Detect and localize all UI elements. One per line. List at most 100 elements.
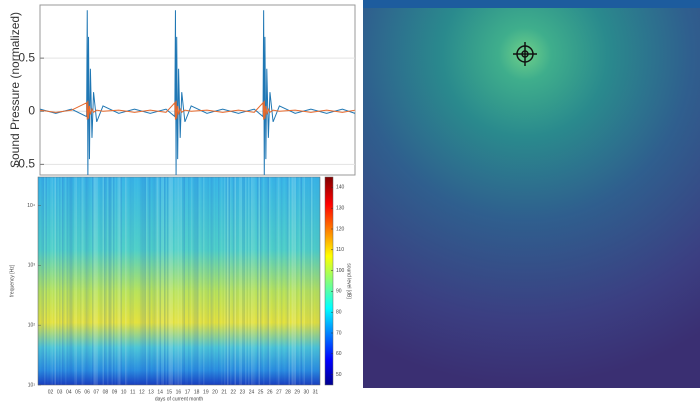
- texture-stripe: [140, 177, 142, 385]
- texture-stripe: [80, 177, 82, 385]
- texture-stripe: [187, 177, 189, 385]
- colorbar-tick-label: 130: [336, 206, 345, 212]
- texture-stripe: [262, 177, 264, 385]
- texture-stripe: [318, 177, 320, 385]
- texture-stripe: [143, 177, 145, 385]
- texture-stripe: [287, 177, 289, 385]
- texture-stripe: [246, 177, 248, 385]
- texture-stripe: [251, 177, 253, 385]
- x-tick-label: 17: [185, 389, 191, 395]
- texture-stripe: [236, 177, 238, 385]
- texture-stripe: [201, 177, 203, 385]
- texture-stripe: [212, 177, 214, 385]
- texture-stripe: [176, 177, 178, 385]
- colorbar-tick-label: 140: [336, 185, 345, 191]
- spectrogram-texture: [38, 177, 320, 385]
- texture-stripe: [41, 177, 43, 385]
- texture-stripe: [179, 177, 181, 385]
- texture-stripe: [48, 177, 50, 385]
- y-tick-label: 10⁴: [27, 203, 35, 209]
- texture-stripe: [218, 177, 220, 385]
- texture-stripe: [260, 177, 262, 385]
- series-line: [39, 100, 356, 120]
- texture-stripe: [151, 177, 153, 385]
- texture-stripe: [281, 177, 283, 385]
- texture-stripe: [278, 177, 280, 385]
- camera-image: [363, 0, 700, 388]
- texture-stripe: [191, 177, 193, 385]
- texture-stripe: [285, 177, 287, 385]
- x-tick-label: 28: [285, 389, 291, 395]
- texture-stripe: [299, 177, 301, 385]
- x-tick-label: 27: [276, 389, 282, 395]
- texture-stripe: [59, 177, 61, 385]
- texture-stripe: [153, 177, 155, 385]
- texture-stripe: [296, 177, 298, 385]
- texture-stripe: [42, 177, 44, 385]
- x-tick-label: 14: [157, 389, 163, 395]
- texture-stripe: [221, 177, 223, 385]
- x-tick-label: 07: [93, 389, 99, 395]
- texture-stripe: [194, 177, 196, 385]
- texture-stripe: [225, 177, 227, 385]
- x-tick-label: 26: [267, 389, 273, 395]
- x-tick-label: 13: [148, 389, 154, 395]
- texture-stripe: [198, 177, 200, 385]
- texture-stripe: [77, 177, 79, 385]
- x-tick-label: 25: [258, 389, 264, 395]
- texture-stripe: [110, 177, 112, 385]
- x-tick-label: 03: [57, 389, 63, 395]
- texture-stripe: [230, 177, 232, 385]
- texture-stripe: [171, 177, 173, 385]
- y-tick-label: 0: [28, 103, 35, 117]
- spectrogram-image: [38, 177, 320, 385]
- texture-stripe: [125, 177, 127, 385]
- x-tick-label: 12: [139, 389, 145, 395]
- texture-stripe: [311, 177, 313, 385]
- texture-stripe: [147, 177, 149, 385]
- texture-stripe: [271, 177, 273, 385]
- texture-stripe: [314, 177, 316, 385]
- texture-stripe: [127, 177, 129, 385]
- colorbar-tick-label: 100: [336, 268, 345, 274]
- x-tick-label: 10: [121, 389, 127, 395]
- texture-stripe: [156, 177, 158, 385]
- texture-stripe: [51, 177, 53, 385]
- texture-stripe: [290, 177, 292, 385]
- texture-stripe: [197, 177, 199, 385]
- texture-stripe: [206, 177, 208, 385]
- texture-stripe: [302, 177, 304, 385]
- texture-stripe: [164, 177, 166, 385]
- texture-stripe: [66, 177, 68, 385]
- texture-stripe: [207, 177, 209, 385]
- x-tick-label: 18: [194, 389, 200, 395]
- texture-stripe: [234, 177, 236, 385]
- x-tick-label: 11: [130, 389, 135, 395]
- texture-stripe: [101, 177, 103, 385]
- texture-stripe: [177, 177, 179, 385]
- texture-stripe: [155, 177, 157, 385]
- texture-stripe: [111, 177, 113, 385]
- texture-stripe: [288, 177, 290, 385]
- texture-stripe: [242, 177, 244, 385]
- texture-stripe: [117, 177, 119, 385]
- texture-stripe: [267, 177, 269, 385]
- colorbar-tick-label: 50: [336, 372, 342, 378]
- texture-stripe: [96, 177, 98, 385]
- texture-stripe: [205, 177, 207, 385]
- texture-stripe: [264, 177, 266, 385]
- texture-stripe: [131, 177, 133, 385]
- spectrogram-axes: [37, 176, 321, 386]
- texture-stripe: [249, 177, 251, 385]
- texture-stripe: [98, 177, 100, 385]
- colorbar-tick-label: 120: [336, 226, 345, 232]
- x-axis-label: days of current month: [155, 396, 204, 402]
- x-tick-label: 24: [249, 389, 255, 395]
- texture-stripe: [122, 177, 124, 385]
- texture-stripe: [272, 177, 274, 385]
- texture-stripe: [245, 177, 247, 385]
- x-tick-label: 19: [203, 389, 209, 395]
- texture-stripe: [277, 177, 279, 385]
